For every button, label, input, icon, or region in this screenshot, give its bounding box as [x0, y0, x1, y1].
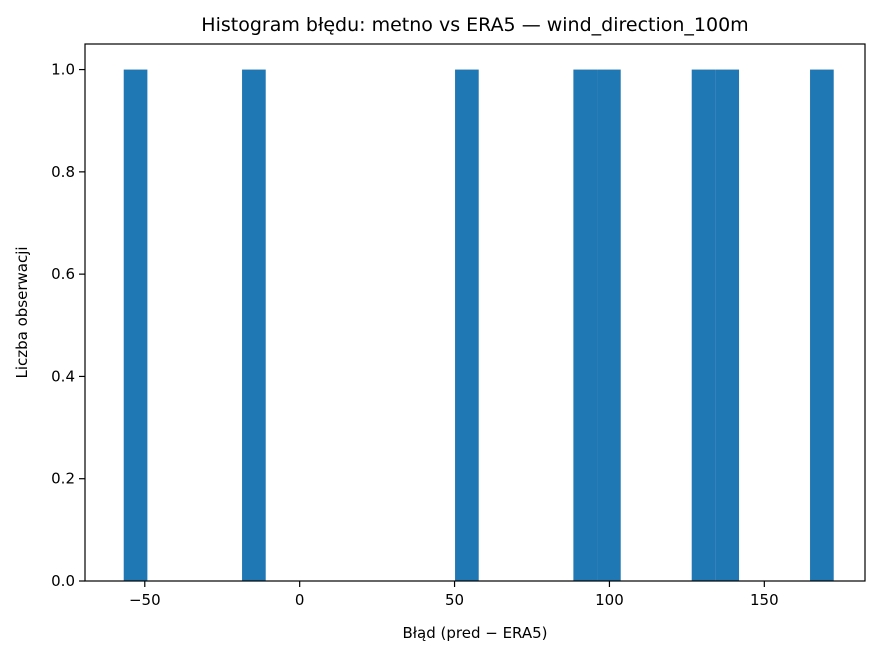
- x-tick-label: 0: [295, 591, 305, 609]
- chart-title: Histogram błędu: metno vs ERA5 — wind_di…: [201, 14, 748, 36]
- y-tick-label: 0.6: [51, 265, 75, 283]
- histogram-bar-0: [123, 69, 148, 582]
- histogram-bar-6: [715, 69, 740, 582]
- x-tick-label: 100: [595, 591, 624, 609]
- plot-frame: [84, 43, 866, 582]
- y-tick-label: 0.8: [51, 163, 75, 181]
- x-tick-label: 150: [750, 591, 779, 609]
- histogram-bar-7: [810, 69, 834, 582]
- histogram-bar-4: [597, 69, 621, 582]
- x-axis-ticks: −50 0 50 100 150: [129, 581, 779, 609]
- y-axis-label: Liczba obserwacji: [13, 246, 31, 378]
- histogram-bar-1: [242, 69, 266, 582]
- bars-group: [123, 69, 834, 582]
- histogram-bar-2: [455, 69, 479, 582]
- y-tick-label: 1.0: [51, 61, 75, 79]
- histogram-bar-5: [691, 69, 716, 582]
- y-tick-label: 0.4: [51, 367, 75, 385]
- y-tick-label: 0.2: [51, 470, 75, 488]
- y-tick-label: 0.0: [51, 572, 75, 590]
- x-tick-label: −50: [129, 591, 161, 609]
- y-axis-ticks: 0.0 0.2 0.4 0.6 0.8 1.0: [51, 61, 85, 590]
- histogram-bar-3: [573, 69, 598, 582]
- x-tick-label: 50: [445, 591, 464, 609]
- x-axis-label: Błąd (pred − ERA5): [402, 624, 547, 642]
